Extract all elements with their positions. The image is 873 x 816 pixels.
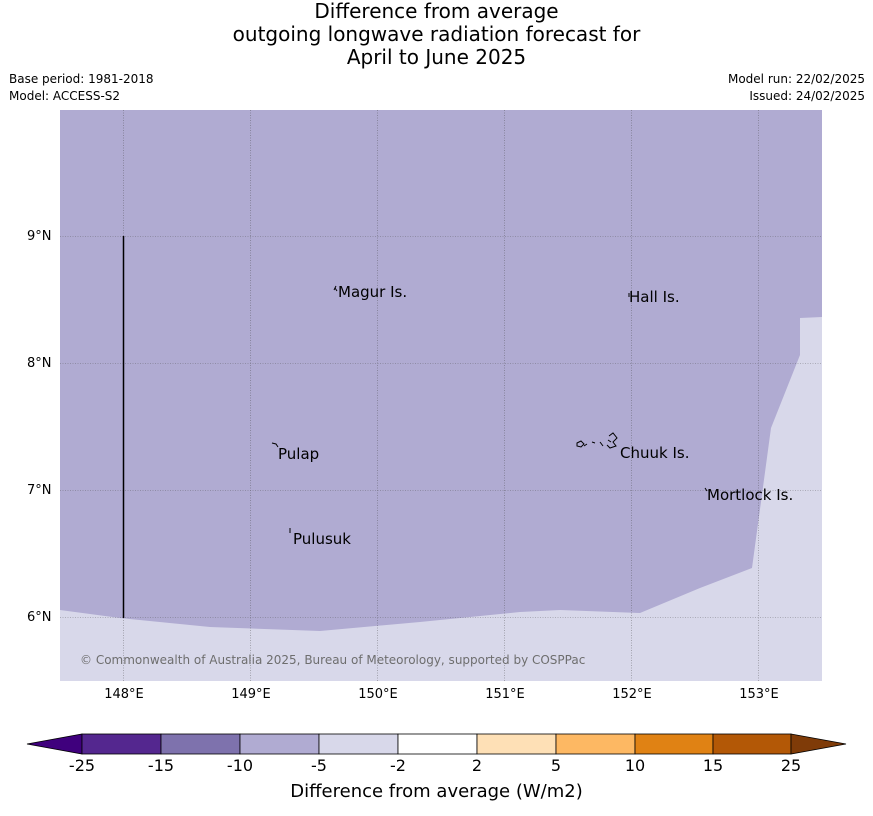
colorbar-bin-9 — [712, 733, 792, 755]
colorbar-tick: -15 — [147, 756, 175, 775]
anomaly-zone-minus10-minus5 — [60, 110, 822, 681]
anomaly-zone-minus5-minus2 — [60, 317, 822, 681]
meta-right: Model run: 22/02/2025 Issued: 24/02/2025 — [728, 71, 865, 105]
colorbar-tick: 10 — [624, 756, 646, 775]
island-outlines — [271, 285, 708, 533]
meta-left: Base period: 1981-2018 Model: ACCESS-S2 — [9, 71, 154, 105]
issued-date: Issued: 24/02/2025 — [749, 89, 865, 103]
lon-label-153e: 153°E — [739, 687, 779, 702]
title-line-3: April to June 2025 — [346, 45, 527, 69]
map-svg — [60, 110, 822, 681]
colorbar — [26, 733, 847, 755]
map-panel — [60, 110, 822, 681]
title-line-1: Difference from average — [314, 0, 559, 23]
lat-label-7n: 7°N — [27, 483, 52, 498]
lon-label-150e: 150°E — [358, 687, 398, 702]
colorbar-bin-2 — [160, 733, 241, 755]
place-label-mortlock: Mortlock Is. — [707, 486, 794, 504]
colorbar-bin-4 — [318, 733, 399, 755]
colorbar-tick: -25 — [68, 756, 96, 775]
model-run: Model run: 22/02/2025 — [727, 72, 865, 86]
lat-label-6n: 6°N — [27, 610, 52, 625]
place-label-chuuk: Chuuk Is. — [620, 444, 690, 462]
base-period: Base period: 1981-2018 — [9, 72, 154, 86]
colorbar-bin-7 — [555, 733, 636, 755]
island-pulap — [271, 442, 279, 448]
lon-label-149e: 149°E — [231, 687, 271, 702]
place-label-pulusuk: Pulusuk — [293, 530, 351, 548]
colorbar-tick: 25 — [780, 756, 802, 775]
colorbar-tick: 5 — [550, 756, 562, 775]
place-label-hall: Hall Is. — [629, 288, 680, 306]
colorbar-title: Difference from average (W/m2) — [290, 781, 583, 802]
chart-title: Difference from average outgoing longwav… — [0, 0, 873, 69]
lon-label-152e: 152°E — [612, 687, 652, 702]
island-magur — [333, 285, 338, 292]
colorbar-tick: 2 — [471, 756, 483, 775]
island-mortlock — [704, 487, 708, 492]
colorbar-tick: -2 — [390, 756, 406, 775]
colorbar-extend-max — [790, 733, 847, 755]
colorbar-bin-8 — [634, 733, 714, 755]
place-label-magur: Magur Is. — [338, 283, 408, 301]
lon-label-151e: 151°E — [485, 687, 525, 702]
place-label-pulap: Pulap — [278, 445, 320, 463]
colorbar-tick: -10 — [226, 756, 254, 775]
island-chuuk — [576, 432, 618, 449]
lon-label-148e: 148°E — [104, 687, 144, 702]
colorbar-bin-3 — [239, 733, 320, 755]
model-name: Model: ACCESS-S2 — [9, 89, 121, 103]
copyright-notice: © Commonwealth of Australia 2025, Bureau… — [80, 653, 586, 667]
colorbar-extend-min — [26, 733, 83, 755]
colorbar-bin-5 — [397, 733, 478, 755]
colorbar-tick: -5 — [311, 756, 327, 775]
colorbar-bin-1 — [81, 733, 162, 755]
title-line-2: outgoing longwave radiation forecast for — [232, 22, 641, 46]
lat-label-8n: 8°N — [27, 356, 52, 371]
lat-label-9n: 9°N — [27, 229, 52, 244]
colorbar-bin-6 — [476, 733, 557, 755]
colorbar-tick: 15 — [702, 756, 724, 775]
